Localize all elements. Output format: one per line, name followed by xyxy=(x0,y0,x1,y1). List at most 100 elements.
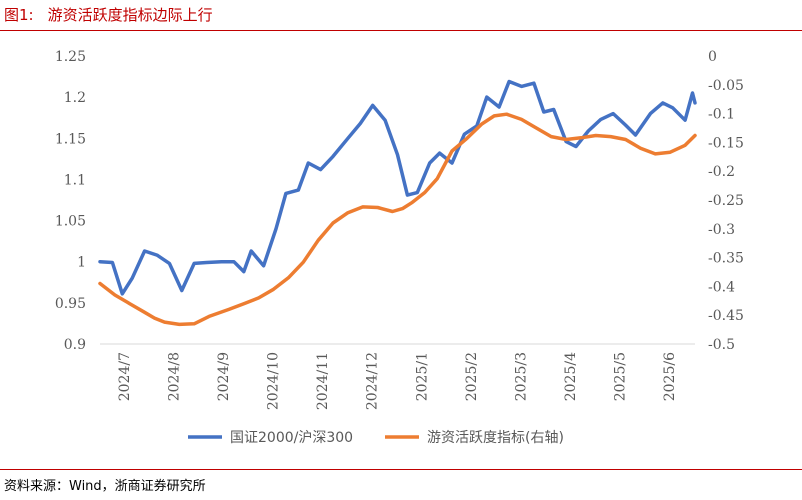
y-left-tick-label: 0.95 xyxy=(55,296,86,312)
series-1-point xyxy=(575,146,577,147)
series-1-point xyxy=(429,162,431,164)
series-line-2 xyxy=(98,112,697,327)
series-2-point xyxy=(580,137,582,139)
line-chart: 0.9 0.95 1 1.05 1.1 1.15 1.2 1.25 0 -0.05 -0.1 -0.1… xyxy=(55,49,744,446)
x-tick-label: 2024/12 xyxy=(365,352,381,410)
x-tick-label: 2025/1 xyxy=(414,352,430,401)
series-1-point xyxy=(121,293,123,295)
series-1-point xyxy=(684,119,686,121)
series-1-point xyxy=(543,111,545,113)
y-left-tick-label: 1.25 xyxy=(55,49,86,65)
series-2-point xyxy=(640,147,641,149)
source-note: 资料来源：Wind，浙商证券研究所 xyxy=(4,479,206,494)
series-2-point xyxy=(521,118,522,120)
y-right-tick-label: -0.25 xyxy=(708,193,744,209)
x-tick-label: 2024/11 xyxy=(315,352,331,410)
series-2-point xyxy=(411,201,413,203)
series-line-1 xyxy=(98,79,697,296)
series-1-point xyxy=(463,133,465,135)
figure-caption: 游资活跃度指标边际上行 xyxy=(47,6,213,24)
series-2-point xyxy=(377,207,379,208)
series-1-point xyxy=(439,152,441,154)
series-2-point xyxy=(114,294,116,296)
y-right-tick-label: -0.3 xyxy=(708,222,735,238)
series-1-point xyxy=(221,261,222,263)
x-tick-label: 2025/5 xyxy=(613,352,629,401)
y-right-tick-label: -0.05 xyxy=(708,78,744,94)
x-tick-label: 2025/2 xyxy=(464,352,480,401)
series-2-point xyxy=(625,139,627,140)
series-2-point xyxy=(258,297,260,299)
series-2-point xyxy=(654,153,656,155)
series-2-point xyxy=(287,277,289,279)
series-1-point xyxy=(181,290,183,291)
y-left-tick-label: 1.1 xyxy=(64,172,86,188)
x-tick-label: 2025/4 xyxy=(563,352,579,401)
series-1-point xyxy=(692,92,693,94)
x-tick-label: 2024/10 xyxy=(266,352,282,410)
series-1-point xyxy=(672,107,674,109)
series-1-point xyxy=(233,261,235,263)
series-1-point xyxy=(206,262,208,263)
series-1-point xyxy=(263,265,265,267)
series-1-point xyxy=(347,137,349,139)
series-2-point xyxy=(610,136,612,138)
y-left-tick-label: 0.9 xyxy=(64,337,86,353)
y-right-tick-label: -0.5 xyxy=(708,337,735,353)
legend: 国证2000/沪深300 游资活跃度指标(右轴) xyxy=(188,430,564,446)
series-2-point xyxy=(273,288,274,290)
series-1-point xyxy=(285,192,287,194)
series-1-point xyxy=(144,250,146,252)
series-1-point xyxy=(486,96,488,98)
series-1-point xyxy=(250,250,252,252)
series-1-point xyxy=(625,124,627,126)
series-1-point xyxy=(694,102,696,104)
series-2-point xyxy=(362,206,364,208)
series-1-point xyxy=(275,228,277,230)
series-1-point xyxy=(320,169,322,171)
series-1-point xyxy=(451,162,453,164)
series-2-point xyxy=(595,135,597,136)
series-1-point xyxy=(662,102,664,104)
series-1-point xyxy=(307,162,309,164)
series-2-point xyxy=(99,283,101,284)
series-1-point xyxy=(635,134,636,136)
series-1-point xyxy=(384,119,386,121)
series-2-point xyxy=(493,115,495,117)
series-1-point xyxy=(359,123,361,124)
series-2-point xyxy=(424,192,426,193)
y-right-tick-label: 0 xyxy=(708,49,717,65)
x-tick-label: 2025/6 xyxy=(662,352,678,401)
series-1-point xyxy=(372,104,374,106)
y-left-tick-label: 1 xyxy=(77,255,86,271)
y-left-tick-label: 1.2 xyxy=(64,90,86,106)
series-1-point xyxy=(649,113,651,115)
series-1-point xyxy=(131,277,133,279)
series-2-point xyxy=(669,151,671,153)
y-left-tick-label: 1.15 xyxy=(55,131,86,147)
series-2-point xyxy=(129,303,131,305)
series-1-point xyxy=(553,109,555,110)
y-right-tick-label: -0.35 xyxy=(708,251,744,267)
y-right-tick-label: -0.4 xyxy=(708,279,735,295)
series-1-point xyxy=(533,82,535,84)
series-2-point xyxy=(550,136,552,138)
series-2-point xyxy=(243,303,245,305)
series-1-point xyxy=(521,85,522,87)
series-1-point xyxy=(111,262,113,263)
series-1-point xyxy=(498,106,500,108)
series-2-point xyxy=(178,323,180,325)
series-2-point xyxy=(392,211,393,212)
series-1-point xyxy=(332,155,334,157)
series-1-point xyxy=(612,113,614,115)
figure-number: 图1: xyxy=(4,6,34,24)
x-tick-label: 2024/9 xyxy=(216,352,232,401)
series-2-point xyxy=(164,321,165,323)
x-tick-label: 2025/3 xyxy=(513,352,529,401)
series-2-point xyxy=(694,135,696,136)
axes-layer: 0.9 0.95 1 1.05 1.1 1.15 1.2 1.25 0 -0.05 -0.1 -0.1… xyxy=(55,49,744,410)
series-1-point xyxy=(243,271,245,273)
series-layer xyxy=(98,79,697,327)
top-divider xyxy=(0,30,802,31)
series-1-point xyxy=(406,194,408,196)
